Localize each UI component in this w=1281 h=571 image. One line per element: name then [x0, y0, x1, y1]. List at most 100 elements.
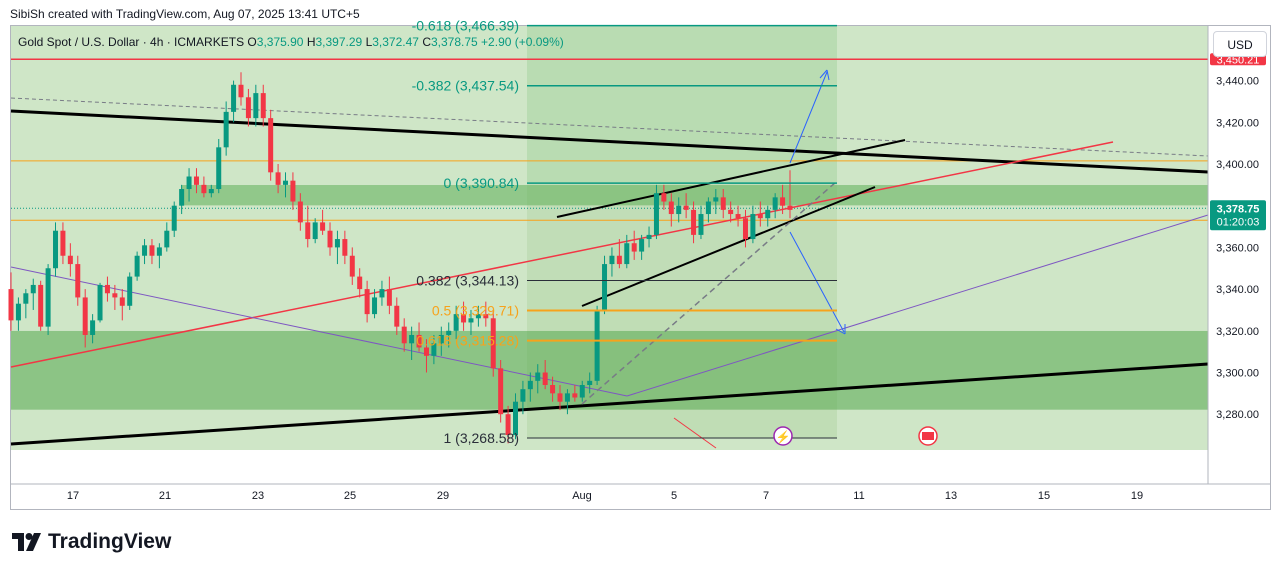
- candle-body: [342, 239, 348, 256]
- candle-body: [742, 218, 748, 240]
- candle-body: [67, 255, 73, 265]
- candle-body: [498, 368, 504, 415]
- chart-credit: SibiSh created with TradingView.com, Aug…: [10, 7, 360, 21]
- fib-level-label: 1 (3,268.58): [444, 430, 520, 446]
- candle-body: [735, 214, 741, 219]
- candle-body: [379, 289, 385, 298]
- low-label: L: [365, 35, 373, 49]
- tradingview-wordmark: TradingView: [48, 530, 172, 553]
- candle-body: [572, 393, 578, 398]
- earnings-event-icon: [773, 426, 793, 446]
- candle-body: [231, 84, 237, 112]
- candle-body: [104, 284, 110, 294]
- candle-body: [8, 289, 14, 321]
- candle-body: [653, 193, 659, 235]
- tradingview-logo-icon: [12, 533, 41, 551]
- candle-body: [15, 303, 21, 321]
- candle-body: [691, 209, 697, 235]
- candle-body: [30, 284, 36, 294]
- dashed-trend-line: [10, 97, 1209, 157]
- candle-body: [483, 314, 489, 319]
- candle-body: [38, 284, 44, 327]
- price-axis-label: 3,360.00: [1216, 242, 1259, 254]
- symbol-name: Gold Spot / U.S. Dollar · 4h · ICMARKETS: [18, 35, 245, 49]
- candle-body: [386, 289, 392, 306]
- candle-body: [305, 222, 311, 240]
- red-segment: [673, 417, 717, 449]
- candle-body: [283, 180, 289, 185]
- candle-body: [349, 255, 355, 277]
- candle-body: [320, 222, 326, 231]
- candle-body: [75, 264, 81, 298]
- projection-down-arrow: [789, 231, 845, 333]
- fib-level-label: -0.618 (3,466.39): [412, 18, 519, 34]
- candle-body: [327, 230, 333, 248]
- candle-body: [594, 309, 600, 381]
- tradingview-logo[interactable]: TradingView: [12, 530, 171, 554]
- symbol-legend: Gold Spot / U.S. Dollar · 4h · ICMARKETS…: [18, 35, 564, 49]
- fib-level-label: 0 (3,390.84): [444, 175, 520, 191]
- candle-body: [164, 230, 170, 248]
- time-axis-label: 13: [945, 490, 957, 502]
- candle-body: [97, 284, 103, 321]
- time-axis-label: 29: [437, 490, 449, 502]
- high-label: H: [306, 35, 316, 49]
- candle-body: [587, 380, 593, 386]
- price-axis-label: 3,300.00: [1216, 368, 1259, 380]
- candle-body: [112, 293, 118, 298]
- candle-body: [631, 243, 637, 252]
- fib-zone-upper: [527, 26, 837, 184]
- candle-body: [787, 205, 793, 210]
- candle-body: [520, 389, 526, 402]
- candle-body: [616, 255, 622, 265]
- time-axis-label: 19: [1131, 490, 1143, 502]
- candle-body: [253, 93, 259, 119]
- candle-body: [646, 234, 652, 240]
- candle-body: [394, 305, 400, 327]
- plot-lower-blank: [11, 450, 1208, 484]
- time-axis-label: 11: [853, 490, 864, 502]
- purple-line-right: [626, 214, 1209, 397]
- candle-body: [208, 189, 214, 194]
- candle-body: [312, 222, 318, 240]
- candle-body: [639, 239, 645, 252]
- change-value: +2.90 (+0.09%): [481, 35, 564, 49]
- price-axis-background: [1208, 26, 1270, 484]
- price-axis-label: 3,440.00: [1216, 76, 1259, 88]
- time-axis-label: 15: [1038, 490, 1050, 502]
- fib-level-label: 0.5 (3,329.71): [432, 303, 519, 319]
- candle-body: [431, 343, 437, 356]
- candle-body: [602, 264, 608, 310]
- candle-body: [765, 209, 771, 219]
- low-value: 3,372.47: [372, 35, 419, 49]
- candle-body: [512, 401, 518, 436]
- candle-body: [171, 205, 177, 231]
- candle-body: [45, 268, 51, 327]
- candle-body: [557, 393, 563, 402]
- candle-body: [416, 334, 422, 348]
- candle-body: [550, 385, 556, 394]
- candle-body: [245, 97, 251, 119]
- us-flag-icon: [922, 432, 934, 440]
- candle-body: [179, 189, 185, 206]
- purple-line-left: [10, 266, 628, 397]
- candle-body: [490, 318, 496, 369]
- fib-level-label: 0.382 (3,344.13): [416, 272, 519, 288]
- channel-lower-line: [581, 186, 876, 307]
- currency-button[interactable]: USD: [1213, 31, 1267, 57]
- price-axis-label: 3,280.00: [1216, 409, 1259, 421]
- time-axis-label: 7: [763, 490, 769, 502]
- candle-body: [357, 276, 363, 290]
- open-label: O: [247, 35, 257, 49]
- candle-body: [149, 245, 155, 256]
- candle-body: [772, 197, 778, 210]
- long-uptrend-line: [10, 362, 1209, 446]
- projection-up-arrowhead: [819, 69, 830, 81]
- candle-body: [505, 414, 511, 436]
- price-axis-label: 3,320.00: [1216, 326, 1259, 338]
- candle-body: [223, 111, 229, 148]
- candle-body: [216, 147, 222, 190]
- support-resistance-zone: [181, 185, 1208, 206]
- candle-body: [409, 334, 415, 344]
